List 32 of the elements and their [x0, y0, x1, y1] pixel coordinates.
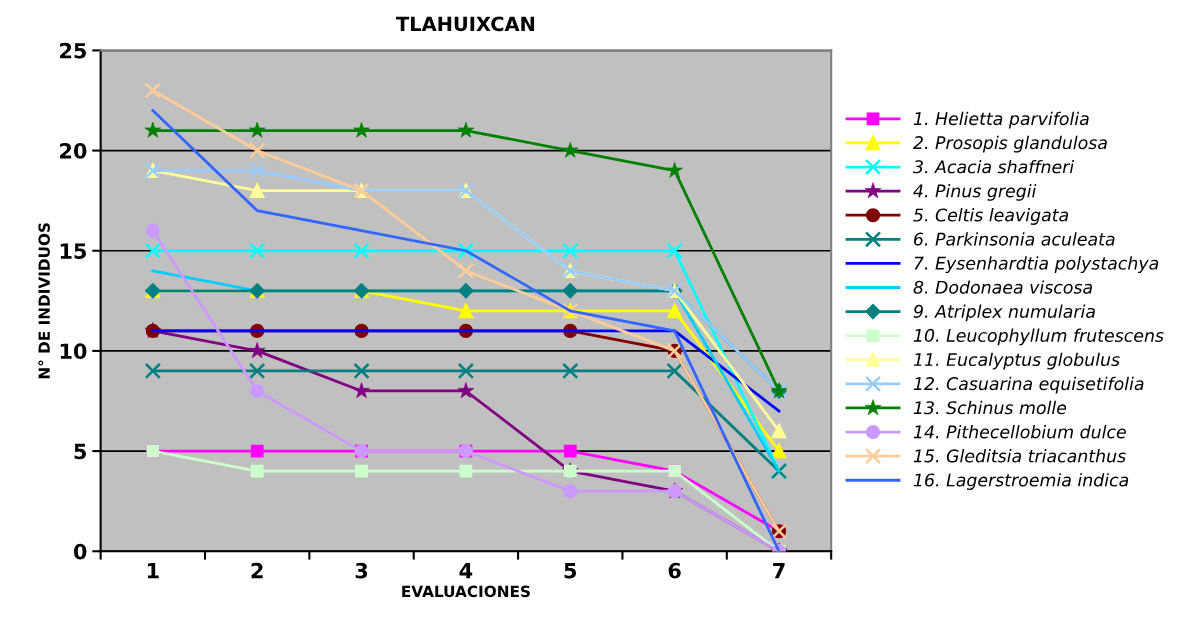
legend-label: 6. Parkinsonia aculeata	[914, 232, 1115, 246]
x-tick-label: 4	[459, 563, 473, 579]
x-axis-title: EVALUACIONES	[402, 585, 530, 598]
y-axis-title: N° DE INDIVIDUOS	[38, 223, 50, 379]
legend-label: 1. Helietta parvifolia	[913, 111, 1089, 129]
legend-label: 16. Lagerstroemia indica	[913, 473, 1129, 490]
x-tick-label: 1	[147, 563, 159, 579]
y-tick-label: 25	[60, 42, 86, 59]
y-tick-label: 20	[60, 143, 87, 159]
x-tick-label: 2	[251, 562, 263, 579]
legend-label: 7. Eysenhardtia polystachya	[914, 256, 1159, 274]
legend-label: 5. Celtis leavigata	[913, 208, 1069, 225]
legend-label: 13. Schinus molle	[913, 400, 1067, 415]
legend-label: 15. Gleditsia triacanthus	[913, 449, 1126, 463]
legend-label: 2. Prosopis glandulosa	[913, 135, 1107, 153]
legend-label: 14. Pithecellobium dulce	[913, 424, 1126, 439]
legend-label: 10. Leucophyllum frutescens	[913, 328, 1164, 346]
y-tick-label: 0	[73, 543, 87, 560]
legend-label: 9. Atriplex numularia	[913, 304, 1095, 322]
legend-label: 3. Acacia shaffneri	[912, 159, 1075, 174]
y-tick-label: 5	[74, 443, 86, 460]
legend-label: 4. Pinus gregii	[913, 184, 1037, 201]
legend-label: 8. Dodonaea viscosa	[913, 280, 1092, 294]
legend-label: 12. Casuarina equisetifolia	[913, 376, 1144, 394]
x-tick-label: 7	[773, 563, 785, 579]
x-tick-label: 6	[668, 562, 681, 579]
y-tick-label: 10	[60, 343, 87, 360]
y-tick-label: 15	[60, 243, 86, 259]
legend-label: 11. Eucalyptus globulus	[913, 352, 1120, 370]
x-tick-label: 5	[564, 563, 577, 579]
chart-title: TLAHUIXCAN	[396, 16, 535, 32]
x-tick-label: 3	[355, 562, 368, 579]
